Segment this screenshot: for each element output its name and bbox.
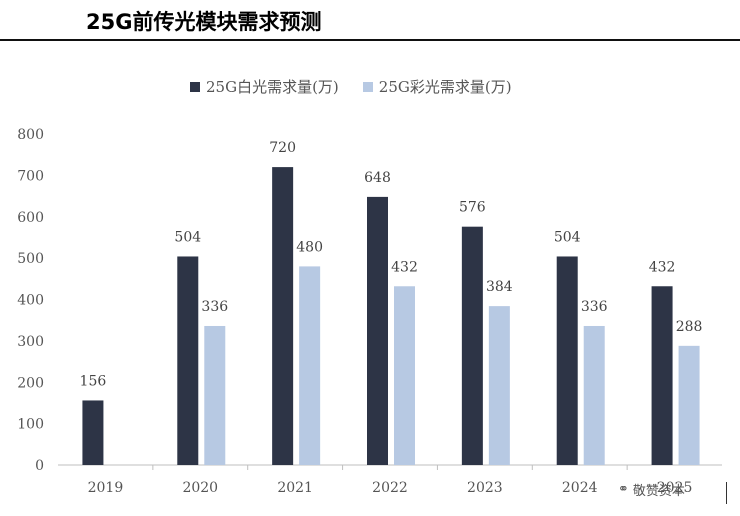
y-tick-label: 0	[35, 458, 44, 474]
y-tick-label: 800	[17, 127, 44, 143]
bar-color-light	[299, 266, 321, 465]
legend-swatch-color-light	[362, 81, 373, 92]
data-label: 432	[649, 259, 676, 275]
data-label: 336	[581, 299, 608, 315]
y-tick-label: 200	[17, 375, 44, 391]
y-tick-label: 300	[17, 334, 44, 350]
x-tick-label: 2025	[657, 480, 693, 496]
watermark-divider	[726, 482, 727, 504]
y-tick-label: 500	[17, 251, 44, 267]
page-title: 25G前传光模块需求预测	[86, 10, 322, 34]
bar-white-light	[651, 286, 673, 465]
bar-color-light	[394, 286, 415, 465]
bar-color-light	[204, 325, 226, 465]
legend-swatch-white-light	[190, 81, 200, 92]
legend-label-white-light: 25G白光需求量(万)	[206, 78, 339, 96]
bar-color-light	[583, 325, 605, 465]
bar-white-light	[272, 167, 294, 465]
legend-item-color-light: 25G彩光需求量(万)	[362, 76, 512, 97]
bar-white-light	[556, 256, 578, 465]
data-label: 288	[676, 319, 703, 335]
data-label: 156	[80, 373, 107, 389]
x-tick-label: 2023	[467, 480, 503, 496]
bar-white-light	[367, 196, 388, 465]
data-label: 504	[554, 229, 581, 245]
y-tick-label: 100	[17, 417, 44, 433]
data-label: 432	[391, 259, 418, 275]
x-tick-label: 2022	[372, 480, 408, 496]
watermark-text: 敬赞资本	[632, 484, 685, 499]
data-label: 648	[364, 170, 391, 186]
wechat-icon: ⚭	[618, 482, 629, 497]
data-label: 384	[486, 279, 513, 295]
y-tick-label: 600	[17, 210, 44, 226]
x-tick-label: 2020	[182, 480, 218, 496]
bar-color-light	[678, 345, 700, 465]
x-tick-label: 2024	[562, 480, 598, 496]
bar-color-light	[488, 306, 510, 465]
data-label: 576	[459, 200, 486, 216]
legend-label-color-light: 25G彩光需求量(万)	[378, 78, 512, 96]
chart-legend: 25G白光需求量(万) 25G彩光需求量(万)	[190, 76, 536, 97]
data-label: 720	[269, 140, 296, 156]
title-divider	[0, 39, 740, 41]
watermark: ⚭ 敬赞资本	[618, 480, 685, 499]
bar-white-light	[82, 400, 104, 465]
legend-item-white-light: 25G白光需求量(万)	[190, 76, 339, 97]
x-tick-label: 2019	[88, 480, 124, 496]
x-tick-label: 2021	[277, 480, 313, 496]
data-label: 480	[296, 239, 323, 255]
y-tick-label: 700	[17, 168, 44, 184]
bar-white-light	[177, 256, 199, 465]
data-label: 336	[201, 299, 228, 315]
bar-white-light	[461, 226, 483, 465]
data-label: 504	[174, 229, 201, 245]
y-tick-label: 400	[17, 293, 44, 309]
